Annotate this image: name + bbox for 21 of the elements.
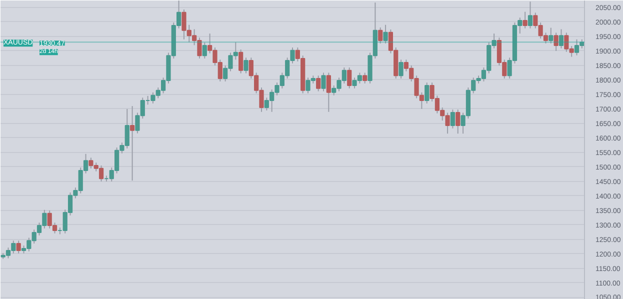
candlestick: [362, 72, 368, 84]
candlestick: [238, 49, 244, 74]
candlestick: [316, 75, 321, 92]
candlestick: [130, 106, 135, 182]
candlestick: [202, 42, 207, 59]
candlestick: [326, 72, 331, 112]
candlestick: [450, 109, 456, 129]
candlestick: [548, 27, 554, 44]
candlestick: [383, 24, 388, 44]
candlestick: [244, 57, 248, 74]
candlestick: [378, 26, 383, 44]
candlestick: [554, 32, 558, 52]
candlestick: [321, 72, 326, 92]
candlestick: [398, 59, 404, 80]
candlestick: [347, 66, 352, 89]
candlestick: [424, 82, 430, 104]
candlestick: [558, 28, 564, 49]
candlestick: [528, 1, 533, 29]
candlestick: [456, 109, 460, 134]
candlestick: [16, 240, 21, 254]
candlestick: [522, 11, 528, 29]
